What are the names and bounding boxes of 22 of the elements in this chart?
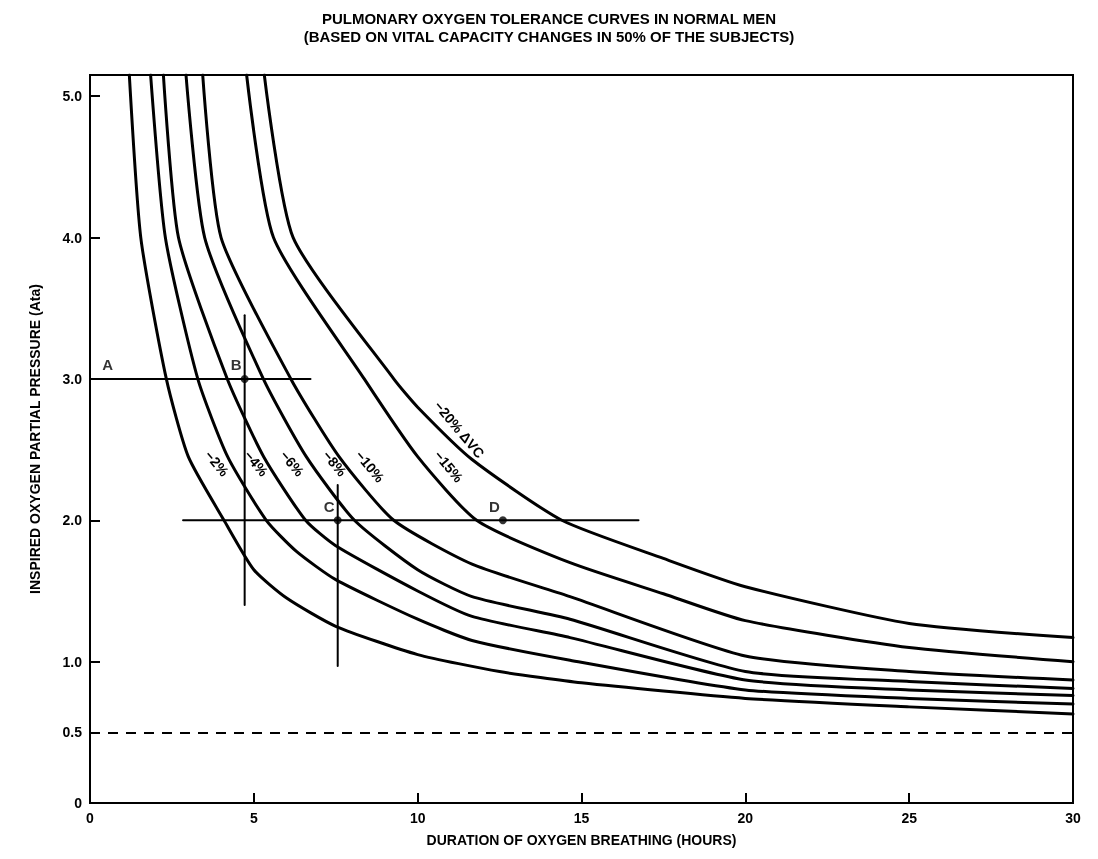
annotation: A (102, 356, 114, 374)
annotation: C (323, 497, 335, 515)
y-tick-label: 5.0 (62, 88, 83, 105)
y-tick-label: 4.0 (62, 229, 83, 246)
y-tick-label: 2.0 (62, 512, 83, 529)
x-tick-label: 0 (86, 810, 95, 826)
chart-title: PULMONARY OXYGEN TOLERANCE CURVES IN NORMAL MEN (321, 10, 777, 27)
annotation: D (489, 497, 501, 515)
y-tick-label: 0 (74, 795, 83, 811)
x-tick-label: 5 (249, 810, 258, 826)
y-axis-title: INSPIRED OXYGEN PARTIAL PRESSURE (Ata) (27, 284, 43, 594)
annotation: B (230, 356, 242, 374)
chart-subtitle: (BASED ON VITAL CAPACITY CHANGES IN 50% OF THE SUBJECTS) (303, 28, 795, 45)
y-tick-label: 1.0 (62, 653, 83, 670)
x-tick-label: 15 (573, 810, 590, 826)
x-axis-title: DURATION OF OXYGEN BREATHING (HOURS) (426, 832, 737, 848)
y-tick-label: 0.5 (62, 724, 83, 741)
x-tick-label: 30 (1065, 810, 1081, 826)
y-tick-label: 3.0 (62, 370, 83, 387)
x-tick-label: 20 (737, 810, 754, 826)
x-tick-label: 25 (901, 810, 918, 826)
x-tick-label: 10 (409, 810, 426, 826)
